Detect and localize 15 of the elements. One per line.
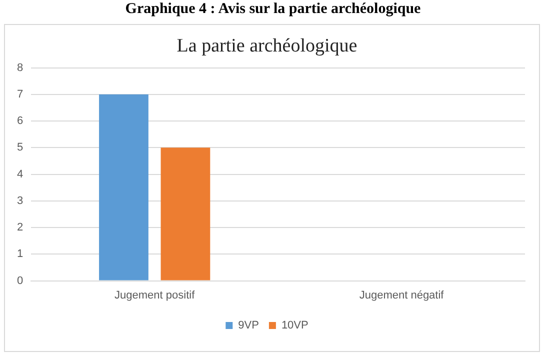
y-tick-label: 3 [16, 194, 24, 207]
legend-label: 9VP [238, 320, 259, 332]
y-tick-label: 7 [16, 88, 24, 100]
x-tick-label: Jugement positif [114, 289, 196, 302]
y-tick-label: 8 [16, 62, 24, 74]
y-tick-label: 5 [16, 142, 24, 154]
y-tick-label: 4 [16, 168, 24, 180]
x-tick-label: Jugement négatif [359, 289, 445, 302]
chart-subtitle: La partie archéologique [176, 35, 358, 56]
chart-title: Graphique 4 : Avis sur la partie archéologique [124, 0, 422, 18]
y-tick-label: 0 [16, 274, 24, 287]
y-tick-label: 6 [16, 115, 24, 128]
y-tick-label: 1 [16, 248, 24, 260]
y-tick-label: 2 [16, 222, 24, 234]
legend-label: 10VP [281, 320, 308, 332]
